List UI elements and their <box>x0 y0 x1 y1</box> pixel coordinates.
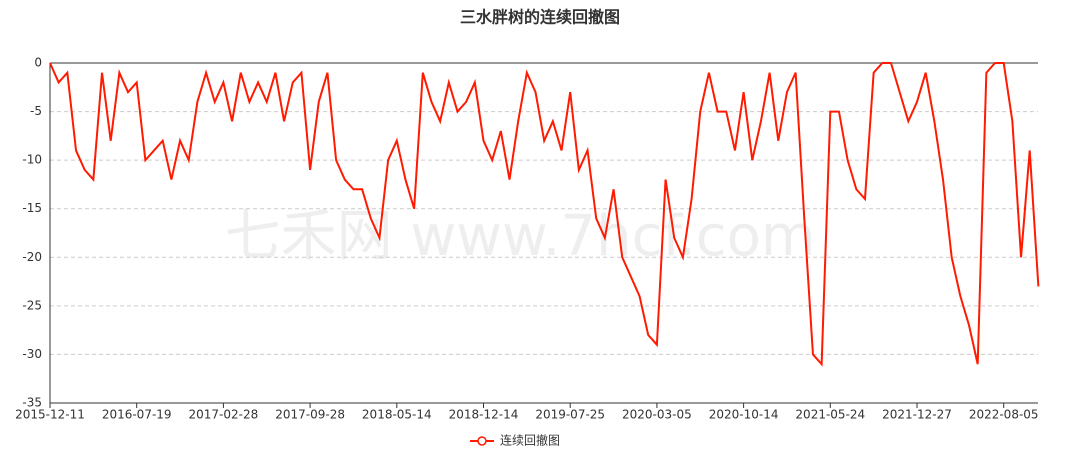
y-tick-label: -30 <box>22 347 42 361</box>
line <box>49 62 1040 367</box>
x-tick-label: 2019-07-25 <box>535 408 605 422</box>
legend-label: 连续回撤图 <box>500 433 560 448</box>
y-tick-label: -25 <box>22 298 42 312</box>
watermark: 七禾网 www.7hcf.com <box>225 204 816 269</box>
y-tick-label: 0 <box>34 56 42 70</box>
y-tick-label: -5 <box>30 104 42 118</box>
x-tick-label: 2020-03-05 <box>622 408 692 422</box>
x-tick-label: 2020-10-14 <box>709 408 779 422</box>
x-tick-label: 2021-05-24 <box>795 408 865 422</box>
y-tick-label: -35 <box>22 396 42 410</box>
x-tick-label: 2015-12-11 <box>15 408 85 422</box>
y-tick-label: -20 <box>22 250 42 264</box>
y-tick-label: -15 <box>22 201 42 215</box>
x-tick-label: 2018-12-14 <box>449 408 519 422</box>
x-tick-label: 2017-09-28 <box>275 408 345 422</box>
legend-marker <box>477 436 487 446</box>
x-tick-label: 2021-12-27 <box>882 408 952 422</box>
x-tick-label: 2022-08-05 <box>969 408 1039 422</box>
chart-title: 三水胖树的连续回撤图 <box>460 8 620 27</box>
x-tick-label: 2018-05-14 <box>362 408 432 422</box>
x-tick-label: 2016-07-19 <box>102 408 172 422</box>
x-tick-label: 2017-02-28 <box>189 408 259 422</box>
y-tick-label: -10 <box>22 153 42 167</box>
